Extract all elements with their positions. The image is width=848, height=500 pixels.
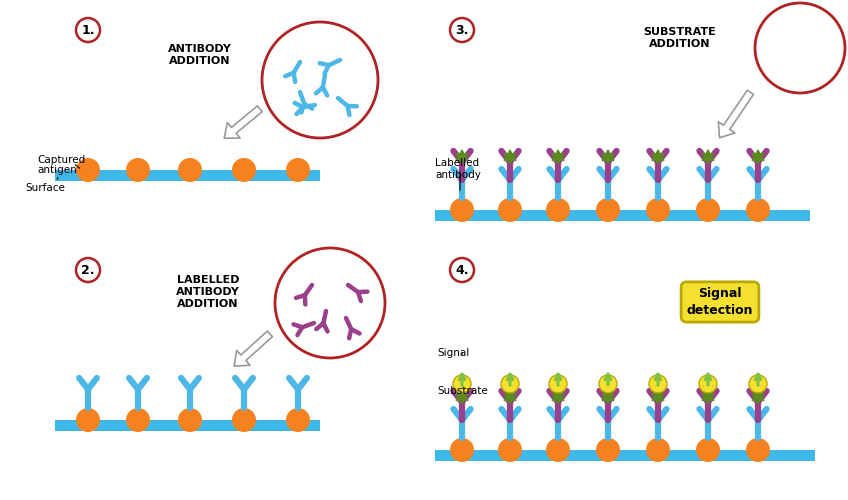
Text: LABELLED
ANTIBODY
ADDITION: LABELLED ANTIBODY ADDITION	[176, 274, 240, 310]
Polygon shape	[348, 326, 356, 336]
Polygon shape	[602, 150, 614, 164]
Circle shape	[649, 375, 667, 393]
Circle shape	[76, 158, 100, 182]
Text: Surface: Surface	[25, 183, 65, 193]
Bar	[435, 450, 815, 461]
Polygon shape	[504, 390, 516, 404]
Circle shape	[746, 438, 770, 462]
Bar	[55, 420, 320, 431]
Circle shape	[498, 198, 522, 222]
Circle shape	[76, 258, 100, 282]
Circle shape	[232, 158, 256, 182]
Circle shape	[232, 408, 256, 432]
Circle shape	[450, 258, 474, 282]
Circle shape	[596, 198, 620, 222]
Circle shape	[126, 408, 150, 432]
Circle shape	[450, 198, 474, 222]
Text: 4.: 4.	[455, 264, 469, 276]
Circle shape	[775, 23, 797, 45]
Polygon shape	[456, 390, 468, 404]
Circle shape	[262, 22, 378, 138]
Circle shape	[696, 198, 720, 222]
Text: 2.: 2.	[81, 264, 95, 276]
Text: Captured: Captured	[37, 155, 86, 165]
Circle shape	[453, 375, 471, 393]
Polygon shape	[652, 390, 664, 404]
Circle shape	[546, 438, 570, 462]
Circle shape	[646, 198, 670, 222]
Circle shape	[76, 408, 100, 432]
Polygon shape	[355, 288, 364, 298]
Text: Signal
detection: Signal detection	[687, 288, 753, 316]
Circle shape	[696, 438, 720, 462]
Polygon shape	[602, 390, 614, 404]
Bar	[55, 170, 320, 181]
Circle shape	[501, 375, 519, 393]
Circle shape	[746, 198, 770, 222]
Polygon shape	[456, 150, 468, 164]
Text: antigen: antigen	[37, 165, 77, 175]
Circle shape	[803, 51, 825, 73]
Text: ANTIBODY
ADDITION: ANTIBODY ADDITION	[168, 44, 232, 66]
Text: SUBSTRATE
ADDITION: SUBSTRATE ADDITION	[644, 27, 717, 49]
Circle shape	[775, 51, 797, 73]
Polygon shape	[752, 150, 764, 164]
Text: Signal: Signal	[437, 348, 469, 358]
Polygon shape	[299, 292, 309, 302]
Polygon shape	[504, 150, 516, 164]
Circle shape	[498, 438, 522, 462]
Polygon shape	[297, 323, 305, 333]
Circle shape	[755, 3, 845, 93]
Circle shape	[275, 248, 385, 358]
Circle shape	[699, 375, 717, 393]
Polygon shape	[702, 390, 714, 404]
Text: 1.: 1.	[81, 24, 95, 36]
Circle shape	[178, 158, 202, 182]
Circle shape	[286, 158, 310, 182]
Text: Labelled
antibody: Labelled antibody	[435, 158, 481, 180]
Circle shape	[749, 375, 767, 393]
Bar	[435, 210, 810, 221]
Circle shape	[178, 408, 202, 432]
Text: 3.: 3.	[455, 24, 469, 36]
Circle shape	[546, 198, 570, 222]
Polygon shape	[552, 150, 564, 164]
Circle shape	[76, 18, 100, 42]
Polygon shape	[552, 390, 564, 404]
Text: Substrate: Substrate	[437, 386, 488, 396]
Circle shape	[450, 438, 474, 462]
Circle shape	[596, 438, 620, 462]
Polygon shape	[752, 390, 764, 404]
Circle shape	[599, 375, 617, 393]
Polygon shape	[652, 150, 664, 164]
Circle shape	[126, 158, 150, 182]
Polygon shape	[702, 150, 714, 164]
Circle shape	[803, 23, 825, 45]
Circle shape	[450, 18, 474, 42]
Polygon shape	[319, 320, 327, 330]
Circle shape	[646, 438, 670, 462]
Circle shape	[549, 375, 567, 393]
Circle shape	[286, 408, 310, 432]
